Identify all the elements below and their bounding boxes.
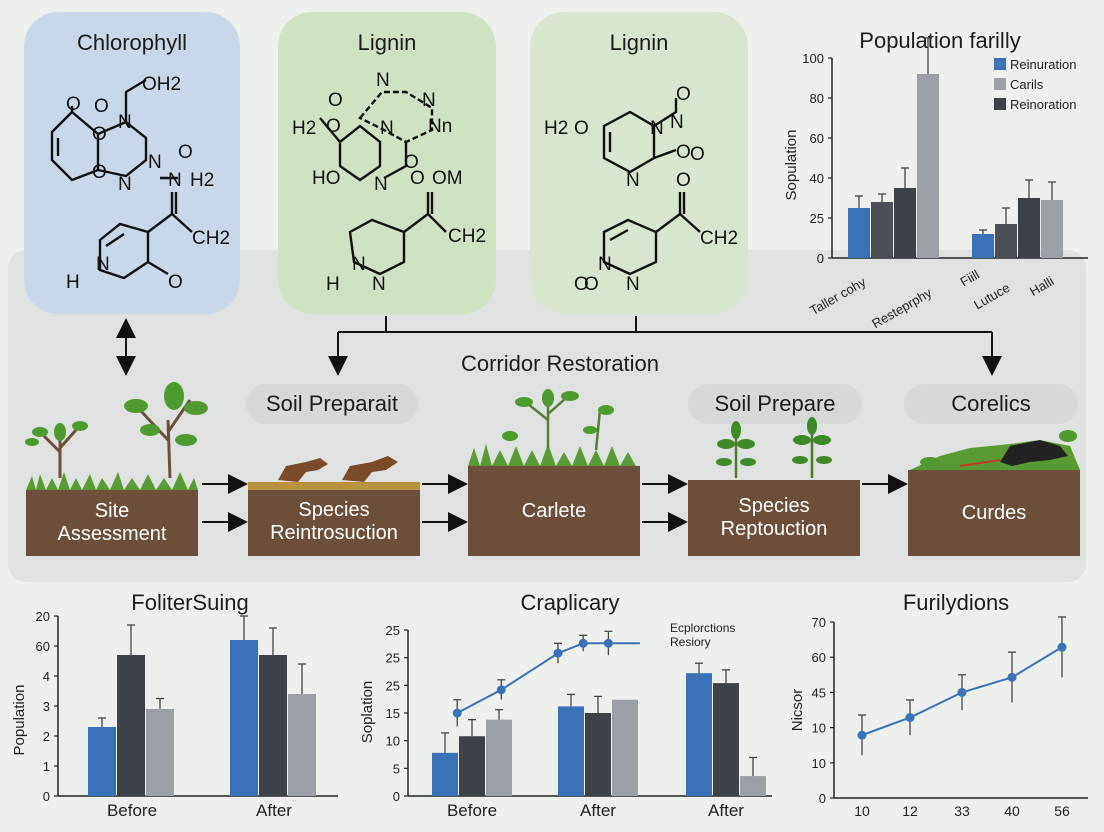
- chart-title-bottom-left: FoliterSuing: [131, 590, 249, 615]
- flow-title: Corridor Restoration: [460, 351, 660, 376]
- flow-pill-3: Corelics: [904, 384, 1078, 424]
- stage-line: Reptouction: [720, 518, 828, 540]
- stage-site-assessment: Site Assessment: [26, 490, 198, 556]
- chart-title-bottom-mid: Craplicary: [520, 590, 620, 615]
- chlorophyll-panel: Chlorophyll: [24, 12, 240, 314]
- stage-line: Carlete: [521, 499, 587, 522]
- chart-title-bottom-right: Furilydions: [902, 590, 1010, 615]
- stage-curdes: Curdes: [908, 470, 1080, 556]
- stage-species-reptouction: Species Reptouction: [688, 480, 860, 556]
- lignin-panel-2: Lignin: [530, 12, 748, 314]
- stage-line: Site: [94, 500, 130, 522]
- stage-species-reintroduction: Species Reintrosuction: [248, 488, 420, 556]
- stage-line: Curdes: [961, 501, 1027, 524]
- flow-pill-2: Soil Prepare: [688, 384, 862, 424]
- chart-title-top-right: Population farilly: [859, 28, 1021, 53]
- panel-title: Chlorophyll: [76, 30, 188, 55]
- stage-line: Species: [738, 495, 810, 517]
- flow-pill-1: Soil Preparait: [246, 384, 418, 424]
- stage-line: Species: [298, 499, 370, 521]
- lignin-panel-1: Lignin: [278, 12, 496, 314]
- stage-line: Assessment: [57, 523, 167, 545]
- stage-carlete: Carlete: [468, 466, 640, 556]
- panel-title: Lignin: [357, 30, 417, 55]
- panel-title: Lignin: [609, 30, 669, 55]
- stage-line: Reintrosuction: [270, 522, 398, 544]
